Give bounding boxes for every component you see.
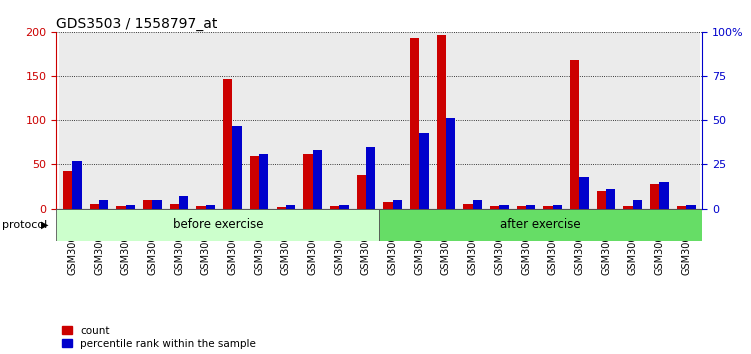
Bar — [446, 119, 455, 209]
Bar — [419, 133, 429, 209]
Bar — [597, 191, 606, 209]
Bar — [352, 32, 379, 209]
Text: ▶: ▶ — [41, 219, 49, 230]
Bar — [116, 206, 125, 209]
Bar — [299, 32, 326, 209]
Bar — [170, 204, 179, 209]
Text: after exercise: after exercise — [500, 218, 581, 231]
Bar — [286, 205, 295, 209]
Bar — [433, 32, 460, 209]
Bar — [99, 200, 108, 209]
Bar — [139, 32, 166, 209]
Bar — [650, 184, 659, 209]
Bar — [113, 32, 139, 209]
Bar — [544, 206, 553, 209]
Bar — [330, 206, 339, 209]
Text: before exercise: before exercise — [173, 218, 263, 231]
Bar — [339, 205, 348, 209]
Bar — [486, 32, 513, 209]
Bar — [490, 206, 499, 209]
Bar — [539, 32, 566, 209]
Bar — [259, 154, 269, 209]
Bar — [633, 200, 642, 209]
Bar — [223, 79, 233, 209]
Bar — [152, 200, 161, 209]
Bar — [59, 32, 86, 209]
Bar — [86, 32, 113, 209]
Bar — [499, 205, 508, 209]
Bar — [125, 205, 135, 209]
Bar — [250, 155, 259, 209]
Bar — [526, 205, 535, 209]
Bar — [246, 32, 273, 209]
Bar — [677, 206, 686, 209]
Bar — [517, 206, 526, 209]
Bar — [513, 32, 539, 209]
Bar — [553, 205, 562, 209]
Bar — [460, 32, 486, 209]
Bar — [472, 200, 482, 209]
Bar — [89, 204, 99, 209]
Legend: count, percentile rank within the sample: count, percentile rank within the sample — [62, 326, 256, 349]
Bar — [166, 32, 192, 209]
Bar — [326, 32, 352, 209]
Bar — [566, 32, 593, 209]
Bar — [593, 32, 620, 209]
Bar — [623, 206, 633, 209]
Bar — [580, 177, 589, 209]
Bar — [379, 209, 702, 241]
Bar — [570, 60, 580, 209]
Bar — [276, 207, 286, 209]
Bar — [197, 206, 206, 209]
Bar — [606, 189, 616, 209]
Bar — [219, 32, 246, 209]
Bar — [143, 200, 152, 209]
Bar — [56, 209, 379, 241]
Bar — [410, 38, 419, 209]
Bar — [233, 126, 242, 209]
Bar — [383, 201, 393, 209]
Bar — [303, 154, 312, 209]
Bar — [72, 161, 82, 209]
Bar — [179, 196, 189, 209]
Bar — [312, 150, 322, 209]
Text: GDS3503 / 1558797_at: GDS3503 / 1558797_at — [56, 17, 218, 31]
Bar — [192, 32, 219, 209]
Bar — [620, 32, 646, 209]
Bar — [659, 182, 669, 209]
Bar — [406, 32, 433, 209]
Bar — [379, 32, 406, 209]
Bar — [673, 32, 699, 209]
Bar — [366, 147, 376, 209]
Bar — [273, 32, 299, 209]
Bar — [463, 204, 472, 209]
Bar — [63, 171, 72, 209]
Bar — [646, 32, 673, 209]
Bar — [436, 34, 446, 209]
Bar — [206, 205, 215, 209]
Bar — [393, 200, 402, 209]
Text: protocol: protocol — [2, 219, 47, 230]
Bar — [357, 175, 366, 209]
Bar — [686, 205, 695, 209]
